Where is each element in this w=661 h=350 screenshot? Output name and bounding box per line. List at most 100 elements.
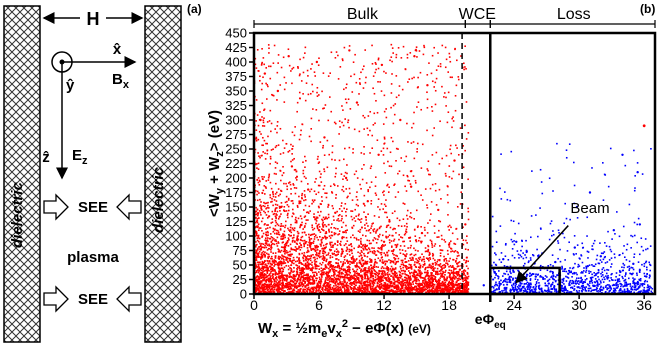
scatter-dot-red [391,166,393,168]
scatter-dot-red [335,286,337,288]
scatter-dot-red [268,47,270,49]
scatter-dot-red [327,282,329,284]
scatter-dot-red [269,245,271,247]
scatter-dot-red [371,165,373,167]
scatter-dot-red [307,247,309,249]
scatter-dot-red [298,276,300,278]
scatter-dot-red [437,274,439,276]
scatter-dot-red [363,164,365,166]
scatter-dot-red [403,241,405,243]
scatter-dot-red [431,290,433,292]
scatter-dot-red [296,274,298,276]
scatter-dot-red [426,281,428,283]
scatter-dot-red [410,264,412,266]
scatter-dot-red [319,257,321,259]
scatter-dot-red [441,235,443,237]
scatter-dot-red [267,121,269,123]
scatter-dot-red [412,276,414,278]
scatter-dot-red [316,261,318,263]
scatter-dot-red [373,231,375,233]
scatter-dot-red [287,261,289,263]
scatter-dot-red [465,260,467,262]
scatter-dot-red [302,228,304,230]
scatter-dot-red [372,87,374,89]
scatter-dot-red [330,250,332,252]
scatter-dot-red [267,232,269,234]
scatter-dot-red [438,290,440,292]
scatter-dot-red [447,202,449,204]
scatter-dot-red [354,237,356,239]
scatter-dot-red [402,267,404,269]
scatter-dot-red [271,198,273,200]
scatter-dot-red [329,231,331,233]
scatter-dot-red [402,237,404,239]
scatter-dot-red [323,256,325,258]
scatter-dot-red [361,251,363,253]
scatter-dot-red [383,123,385,125]
scatter-dot-red [323,251,325,253]
scatter-dot-red [338,133,340,135]
scatter-dot-red [294,283,296,285]
scatter-dot-red [336,279,338,281]
scatter-dot-red [370,167,372,169]
scatter-dot-red [261,236,263,238]
scatter-dot-red [271,256,273,258]
scatter-dot-red [452,277,454,279]
scatter-dot-red [311,188,313,190]
scatter-dot-red [407,290,409,292]
scatter-dot-red [427,290,429,292]
scatter-dot-red [380,254,382,256]
scatter-dot-red [278,263,280,265]
scatter-dot-red [417,143,419,145]
scatter-dot-red [263,122,265,124]
scatter-dot-red [359,184,361,186]
scatter-dot-red [329,243,331,245]
scatter-dot-red [294,126,296,128]
scatter-dot-red [359,260,361,262]
scatter-dot-red [313,280,315,282]
scatter-dot-red [288,288,290,290]
scatter-dot-red [402,260,404,262]
scatter-dot-red [314,257,316,259]
scatter-dot-red [310,68,312,70]
scatter-dot-red [301,222,303,224]
scatter-dot-red [426,204,428,206]
scatter-dot-red [346,208,348,210]
scatter-dot-red [297,281,299,283]
scatter-dot-red [364,49,366,51]
scatter-dot-red [424,283,426,285]
scatter-dot-red [427,258,429,260]
scatter-dot-red [258,246,260,248]
scatter-dot-red [393,228,395,230]
scatter-dot-red [275,264,277,266]
scatter-dot-red [366,182,368,184]
scatter-dot-red [456,273,458,275]
scatter-dot-red [307,244,309,246]
scatter-dot-red [283,256,285,258]
scatter-dot-red [259,111,261,113]
scatter-dot-red [314,75,316,77]
scatter-dot-red [395,281,397,283]
scatter-dot-red [357,287,359,289]
scatter-dot-red [271,281,273,283]
scatter-dot-red [401,270,403,272]
scatter-dot-red [345,230,347,232]
scatter-dot-red [328,268,330,270]
scatter-dot-red [393,283,395,285]
scatter-dot-red [438,279,440,281]
scatter-dot-red [377,239,379,241]
scatter-dot-red [351,246,353,248]
scatter-dot-red [261,176,263,178]
scatter-dot-red [450,240,452,242]
scatter-dot-red [457,206,459,208]
scatter-dot-red [340,241,342,243]
scatter-dot-red [275,173,277,175]
scatter-dot-red [371,200,373,202]
scatter-dot-red [453,120,455,122]
scatter-dot-red [367,275,369,277]
scatter-dot-red [279,210,281,212]
scatter-dot-red [318,265,320,267]
scatter-dot-red [279,194,281,196]
scatter-dot-red [284,89,286,91]
scatter-dot-red [399,170,401,172]
